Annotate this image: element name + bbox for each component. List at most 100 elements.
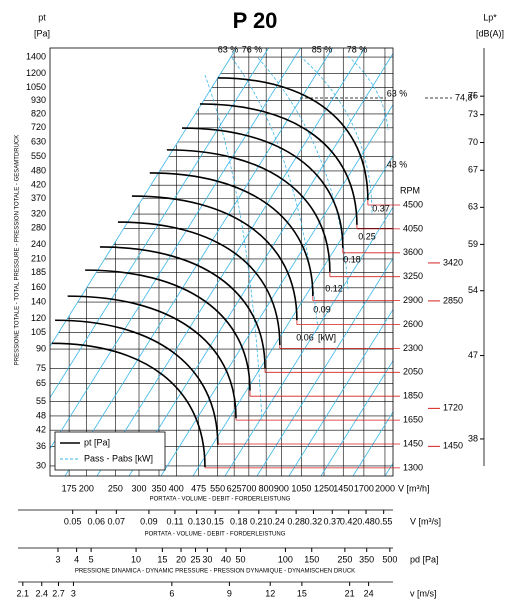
- plot: 1400120010509308207206305504804203703202…: [17, 44, 485, 598]
- secondary-tick-label: 0.05: [64, 516, 82, 526]
- secondary-tick-label: 3: [71, 588, 76, 598]
- y-tick-label: 1050: [26, 82, 46, 92]
- secondary-tick-label: 50: [235, 554, 245, 564]
- system-line: [224, 206, 393, 476]
- x-tick-label: 550: [210, 483, 225, 493]
- y2-tick-label: 38: [468, 433, 478, 443]
- x-tick-label: 250: [108, 483, 123, 493]
- secondary-tick-label: 500: [382, 554, 397, 564]
- secondary-axis-label: pd [Pa]: [410, 554, 439, 564]
- y-tick-label: 185: [31, 267, 46, 277]
- rpm-label: RPM: [400, 185, 420, 195]
- secondary-tick-label: 2.4: [36, 588, 49, 598]
- system-line: [352, 411, 393, 476]
- y2-tick-label: 47: [468, 350, 478, 360]
- y-tick-label: 480: [31, 165, 46, 175]
- rpm-mark-label: 1450: [443, 441, 463, 451]
- x-tick-label: 475: [191, 483, 206, 493]
- secondary-tick-label: 9: [227, 588, 232, 598]
- secondary-tick-label: 21: [345, 588, 355, 598]
- y-tick-label: 55: [36, 396, 46, 406]
- rpm-mark-label: 2850: [443, 295, 463, 305]
- secondary-tick-label: 2.1: [17, 588, 30, 598]
- legend-label: Pass - Pabs [kW]: [84, 453, 153, 463]
- legend-label: pt [Pa]: [84, 437, 110, 447]
- system-line: [320, 360, 393, 476]
- secondary-axis-title: PORTATA - VOLUME - DEBIT - FORDERLEISTUN…: [145, 532, 286, 538]
- fan-curve: [131, 195, 298, 321]
- y2-tick-label: 59: [468, 239, 478, 249]
- x-tick-label: 2000: [375, 483, 395, 493]
- rpm-value: 1650: [403, 414, 423, 424]
- y-tick-label: 65: [36, 378, 46, 388]
- system-line: [192, 155, 393, 476]
- secondary-tick-label: 0.15: [206, 516, 224, 526]
- y-tick-label: 42: [36, 425, 46, 435]
- secondary-tick-label: 0.11: [167, 516, 184, 526]
- legend-box: [54, 431, 166, 471]
- secondary-tick-label: 250: [337, 554, 352, 564]
- secondary-tick-label: 30: [202, 554, 212, 564]
- secondary-tick-label: 15: [297, 588, 307, 598]
- rpm-value: 1300: [403, 462, 423, 472]
- system-line: [160, 104, 393, 476]
- secondary-axis-label: v [m/s]: [410, 588, 437, 598]
- efficiency-curve: [204, 74, 263, 421]
- y-tick-label: 630: [31, 136, 46, 146]
- secondary-tick-label: 2.7: [52, 588, 65, 598]
- y-tick-label: 280: [31, 223, 46, 233]
- y-tick-label: 90: [36, 343, 46, 353]
- system-line: [50, 48, 269, 399]
- y-tick-label: 140: [31, 296, 46, 306]
- secondary-tick-label: 0.55: [375, 516, 393, 526]
- secondary-tick-label: 150: [304, 554, 319, 564]
- x-tick-label: 300: [131, 483, 146, 493]
- secondary-tick-label: 0.32: [305, 516, 323, 526]
- efficiency-label: 43 %: [387, 159, 408, 169]
- rpm-value: 2300: [403, 343, 423, 353]
- secondary-tick-label: 24: [364, 588, 374, 598]
- secondary-tick-label: 350: [359, 554, 374, 564]
- y-tick-label: 75: [36, 363, 46, 373]
- system-lines: [50, 48, 393, 476]
- fan-curve: [51, 342, 206, 468]
- secondary-tick-label: 0.06: [88, 516, 106, 526]
- secondary-tick-label: 0.07: [108, 516, 126, 526]
- x-label: V [m³/h]: [398, 483, 430, 493]
- y-tick-label: 1400: [26, 51, 46, 61]
- y-tick-label: 720: [31, 122, 46, 132]
- system-line: [256, 257, 393, 476]
- secondary-axis-title: PRESSIONE DINAMICA - DYNAMIC PRESSURE - …: [75, 569, 355, 575]
- secondary-axis-label: V [m³/s]: [410, 516, 441, 526]
- efficiency-label: 63 %: [218, 44, 239, 54]
- system-line: [128, 52, 393, 476]
- secondary-tick-label: 3: [55, 554, 60, 564]
- power-label: 0.12: [325, 283, 343, 293]
- system-line: [96, 48, 365, 476]
- x-tick-label: 1450: [333, 483, 353, 493]
- rpm-mark-label: 3420: [443, 257, 463, 267]
- x-tick-label: 625: [227, 483, 242, 493]
- power-label: 0.06: [296, 332, 314, 342]
- x-tick-label: 200: [79, 483, 94, 493]
- y-tick-label: 240: [31, 239, 46, 249]
- rpm-value: 1450: [403, 438, 423, 448]
- secondary-tick-label: 25: [191, 554, 201, 564]
- rpm-value: 2600: [403, 319, 423, 329]
- secondary-tick-label: 0.37: [323, 516, 341, 526]
- efficiency-curve: [347, 55, 389, 131]
- y-tick-label: 930: [31, 95, 46, 105]
- y-tick-label: 370: [31, 193, 46, 203]
- secondary-tick-label: 6: [169, 588, 174, 598]
- system-line: [50, 48, 237, 348]
- secondary-tick-label: 20: [176, 554, 186, 564]
- efficiency-label: 63 %: [387, 88, 408, 98]
- secondary-tick-label: 0.09: [140, 516, 158, 526]
- power-unit: [kW]: [318, 332, 336, 342]
- y2-tick-label: 70: [468, 137, 478, 147]
- secondary-tick-label: 5: [89, 554, 94, 564]
- lp-mark-label: 74,8*: [455, 92, 477, 102]
- y-tick-label: 210: [31, 253, 46, 263]
- y-tick-label: 120: [31, 313, 46, 323]
- fan-curve: [55, 319, 219, 446]
